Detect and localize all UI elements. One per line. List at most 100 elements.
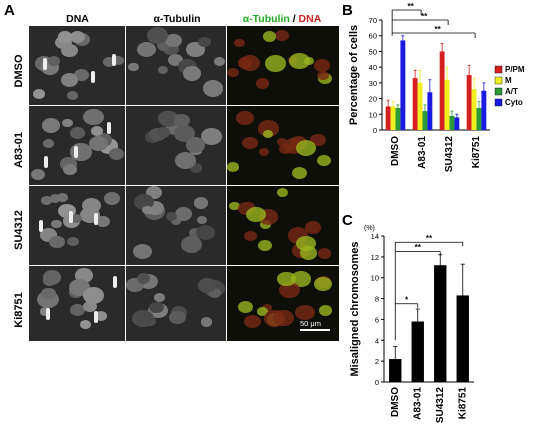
legend-swatch-ppm (494, 65, 503, 74)
cell-blob (136, 42, 156, 58)
cell-blob (258, 148, 269, 157)
legend-label: P/PM (505, 65, 525, 74)
bar-at-2 (449, 115, 455, 130)
micrograph-a83-01-tubulin (126, 106, 226, 185)
chromosome-plate (46, 307, 51, 320)
cell-blob (136, 273, 151, 285)
y-tick-label: 4 (375, 336, 379, 345)
y-tick-label: 70 (369, 16, 377, 25)
sig-label: ** (426, 234, 433, 243)
cell-blob (182, 65, 202, 81)
bar-at-3 (476, 108, 482, 130)
cell-blob (244, 230, 258, 241)
cell-blob (238, 300, 254, 313)
row-label-ki8751: Ki8751 (13, 292, 25, 328)
cell-blob (263, 310, 285, 328)
cell-blob (146, 27, 168, 44)
chromosome-plate (69, 211, 74, 224)
cell-blob (41, 196, 53, 205)
cell-blob (132, 310, 155, 328)
cell-blob (256, 306, 269, 316)
cell-blob (185, 137, 206, 154)
cell-blob (41, 287, 56, 300)
cell-blob (196, 225, 216, 241)
micrograph-a83-01-merge (227, 106, 339, 185)
cell-blob (67, 237, 79, 247)
y-tick-label: 40 (369, 63, 377, 72)
micrograph-ki8751-merge (227, 266, 339, 341)
y-tick-label: 30 (369, 79, 377, 88)
cell-blob (276, 187, 289, 197)
cell-blob (264, 55, 286, 72)
cell-blob (314, 276, 333, 291)
cell-blob (203, 80, 224, 97)
bar-ppm-3 (466, 75, 472, 130)
cell-blob (108, 147, 125, 161)
cell-blob (50, 219, 62, 229)
bar-m-3 (471, 89, 477, 130)
cell-blob (295, 304, 315, 320)
y-tick-label: 12 (371, 253, 379, 262)
col-head-merge: α-Tubulin / DNA (226, 13, 338, 25)
cell-blob (275, 30, 289, 41)
cell-blob (89, 136, 109, 152)
cell-blob (295, 139, 317, 156)
cell-blob (256, 78, 270, 89)
cell-blob (69, 304, 85, 316)
cell-blob (63, 164, 78, 176)
y-tick-label: 20 (369, 95, 377, 104)
cell-blob (174, 151, 196, 169)
cell-blob (261, 303, 273, 312)
cell-blob (233, 38, 245, 48)
cell-blob (30, 168, 45, 180)
x-tick-label: A83-01 (412, 387, 423, 420)
cell-blob (180, 236, 202, 254)
cell-blob (153, 293, 165, 303)
legend-swatch-m (494, 76, 503, 85)
cell-blob (66, 90, 78, 100)
legend-swatch-at (494, 87, 503, 96)
y-unit: (%) (364, 225, 375, 232)
cell-blob (82, 198, 102, 214)
y-tick-label: 0 (373, 126, 377, 135)
col-head-tubulin: α-Tubulin (153, 13, 201, 25)
x-tick-label: Ki8751 (471, 136, 482, 169)
cell-blob (80, 319, 92, 329)
cell-blob (296, 235, 316, 252)
micrograph-su4312-tubulin (126, 186, 226, 265)
cell-blob (62, 118, 73, 127)
cell-blob (244, 314, 262, 329)
cell-blob (196, 215, 207, 224)
cell-blob (276, 137, 287, 146)
bar-ppm-2 (439, 51, 445, 130)
cell-blob (229, 201, 240, 210)
x-tick-label: Ki8751 (457, 387, 468, 420)
cell-blob (262, 31, 276, 42)
row-label-su4312: SU4312 (13, 210, 25, 250)
cell-blob (102, 57, 116, 68)
cell-blob (165, 211, 177, 221)
cell-blob (278, 143, 292, 154)
micrograph-dmso-dna (29, 26, 125, 105)
micrograph-a83-01-dna (29, 106, 125, 185)
y-tick-label: 10 (369, 110, 377, 119)
bar-3 (456, 295, 469, 382)
x-tick-label: SU4312 (444, 136, 455, 173)
panel-b-letter: B (342, 2, 353, 19)
cell-blob (262, 129, 274, 139)
cell-blob (60, 72, 78, 87)
cell-blob (142, 206, 153, 215)
cell-blob (198, 37, 212, 48)
micrograph-su4312-dna (29, 186, 125, 265)
bar-ppm-1 (412, 78, 418, 130)
bar-cyto-2 (454, 117, 460, 130)
y-axis-label: Misaligned chromosomes (349, 241, 361, 376)
legend-label: A/T (505, 87, 518, 96)
chromosome-plate (39, 220, 43, 233)
cell-blob (170, 216, 181, 225)
x-tick-label: DMSO (390, 387, 401, 417)
cell-blob (291, 167, 308, 180)
bar-cyto-1 (427, 92, 433, 130)
y-tick-label: 6 (375, 315, 379, 324)
cell-blob (316, 154, 332, 167)
